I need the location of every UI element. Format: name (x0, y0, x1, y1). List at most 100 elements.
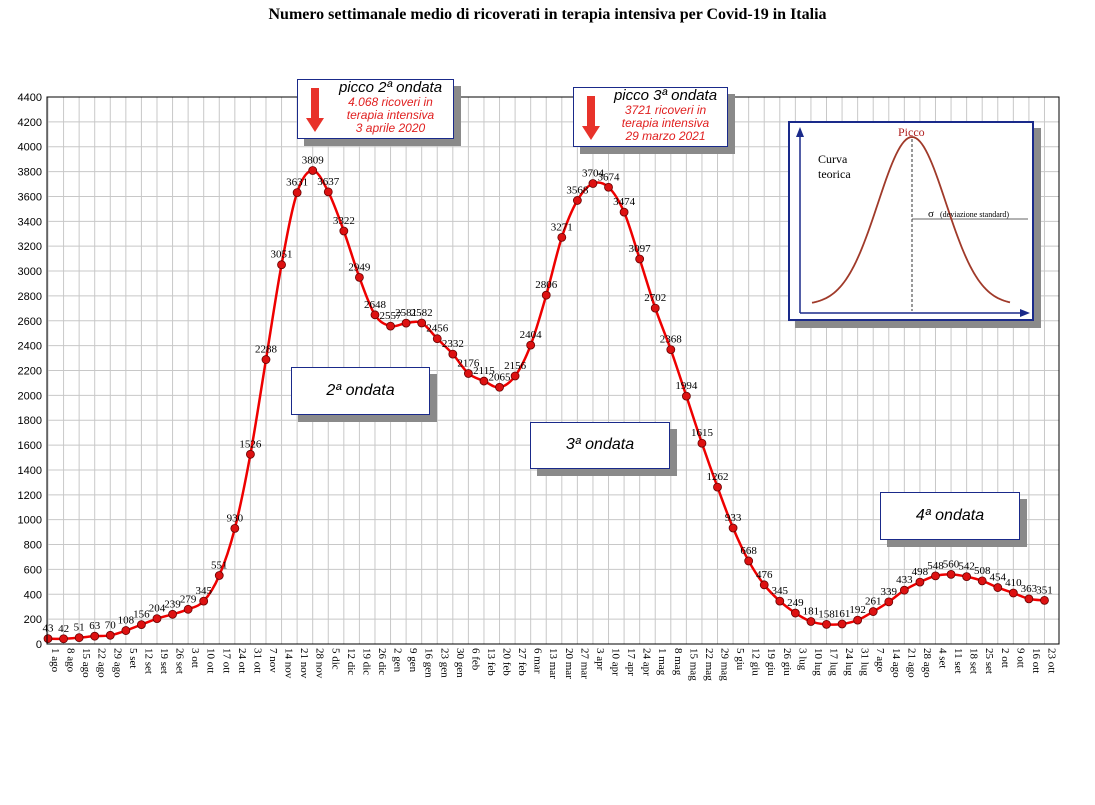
data-point (152, 614, 162, 624)
data-label: 2156 (504, 360, 527, 372)
data-label: 2702 (644, 292, 666, 304)
data-point (448, 349, 458, 359)
data-labels: 43 42 51 63 70 108 156 204 239 279345551930152622… (43, 154, 1053, 634)
x-tick-label: 20 mar (563, 648, 575, 679)
data-point (417, 318, 427, 328)
data-label: 2582 (411, 307, 433, 319)
y-tick-label: 4400 (18, 92, 42, 104)
inset-curve-label-1: Curva (818, 152, 848, 166)
peak3-line1: 3721 ricoveri in (624, 103, 707, 117)
x-tick-label: 15 ago (80, 648, 92, 678)
x-tick-label: 30 gen (454, 648, 466, 678)
data-point (775, 596, 785, 606)
x-tick-label: 23 gen (438, 648, 450, 678)
x-tick-label: 10 ott (205, 648, 217, 673)
data-point (277, 260, 286, 270)
data-label: 476 (756, 569, 773, 581)
y-tick-label: 200 (24, 614, 42, 626)
data-label: 70 (105, 619, 117, 631)
data-point (946, 569, 956, 579)
data-point (681, 391, 691, 401)
y-tick-label: 2800 (18, 291, 42, 303)
x-tick-label: 7 ago (874, 648, 886, 673)
data-label: 204 (149, 603, 166, 615)
data-label: 363 (1021, 583, 1038, 595)
data-point (666, 345, 676, 355)
x-tick-label: 21 ago (905, 648, 917, 678)
x-tick-label: 5 dic (329, 648, 341, 670)
data-point (246, 449, 255, 459)
data-label: 2456 (426, 323, 449, 335)
data-point (853, 615, 863, 625)
inset-bell-curve (811, 136, 1011, 304)
data-point (728, 523, 738, 533)
data-point (915, 577, 925, 587)
data-point (977, 576, 987, 586)
x-tick-label: 3 ott (189, 648, 201, 668)
y-tick-label: 600 (24, 564, 42, 576)
y-tick-label: 3600 (18, 191, 42, 203)
data-points (43, 166, 1049, 644)
data-label: 3674 (598, 171, 621, 183)
data-point (479, 376, 489, 386)
y-tick-label: 1200 (18, 490, 42, 502)
peak3-line2: terapia intensiva (621, 116, 710, 130)
plot-frame (46, 96, 1060, 645)
data-point (557, 232, 567, 242)
data-label: 43 (43, 623, 55, 635)
data-point (354, 272, 364, 282)
data-point (339, 226, 349, 236)
x-tick-label: 24 ott (236, 648, 248, 673)
inset-peak-label: Picco (898, 125, 925, 139)
data-label: 498 (912, 566, 929, 578)
wave4-label: 4ª ondata (915, 507, 985, 524)
x-tick-label: 29 mag (719, 648, 731, 681)
data-label: 542 (958, 561, 975, 573)
y-tick-label: 3400 (18, 216, 42, 228)
data-label: 560 (943, 558, 960, 570)
x-tick-label: 22 mag (703, 648, 715, 681)
data-point (899, 585, 909, 595)
data-point (822, 619, 831, 629)
data-label: 2368 (660, 334, 683, 346)
data-label: 933 (725, 512, 742, 524)
data-point (619, 207, 629, 217)
data-point (168, 609, 177, 619)
x-tick-label: 27 feb (516, 648, 528, 676)
x-tick-label: 31 ott (251, 648, 263, 673)
data-label: 351 (1036, 584, 1053, 596)
data-label: 181 (803, 605, 820, 617)
wave2-label: 2ª ondata (326, 382, 395, 399)
data-label: 279 (180, 593, 197, 605)
data-point (261, 355, 271, 364)
data-label: 548 (927, 560, 944, 572)
x-tick-label: 3 apr (594, 648, 606, 671)
data-point (635, 254, 645, 264)
data-point (806, 617, 816, 626)
peak2-annotation: picco 2ª ondata 4.068 ricoveri in terapi… (297, 79, 454, 139)
x-tick-label: 22 ago (96, 648, 108, 678)
data-point (401, 318, 411, 328)
data-label: 239 (164, 598, 181, 610)
x-tick-label: 17 lug (828, 648, 840, 676)
x-tick-label: 17 apr (625, 648, 637, 676)
x-tick-label: 19 set (158, 648, 170, 674)
data-label: 551 (211, 560, 228, 572)
data-point (884, 597, 894, 607)
y-tick-label: 0 (36, 639, 42, 651)
x-tick-label: 26 giu (781, 648, 793, 676)
x-tick-label: 13 mar (547, 648, 559, 679)
y-tick-label: 1800 (18, 415, 42, 427)
x-tick-label: 28 nov (314, 648, 326, 679)
x-tick-label: 1 ago (49, 648, 61, 673)
data-label: 668 (740, 545, 757, 557)
down-arrow-icon (582, 96, 600, 140)
data-label: 249 (787, 597, 804, 609)
data-label: 2115 (473, 365, 495, 377)
y-tick-label: 1000 (18, 515, 42, 527)
data-label: 3271 (551, 221, 573, 233)
data-point (588, 179, 598, 188)
data-label: 410 (1005, 577, 1022, 589)
x-tick-label: 12 giu (750, 648, 762, 676)
